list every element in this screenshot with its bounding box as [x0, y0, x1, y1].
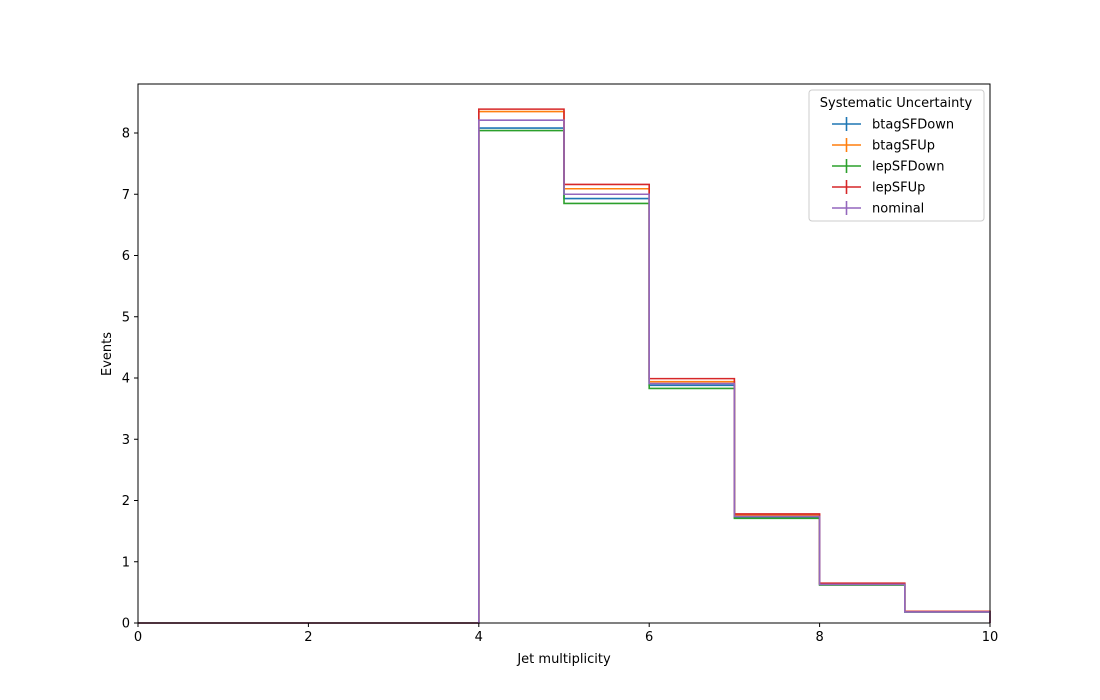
legend-label: lepSFUp — [872, 181, 925, 196]
legend-entry-lepSFUp: lepSFUp — [832, 180, 925, 196]
x-tick-label: 4 — [475, 630, 483, 645]
x-tick-label: 2 — [304, 630, 312, 645]
plot-area-frame — [137, 83, 991, 624]
legend-entries: btagSFDown btagSFUp lepSFDown lepSFUp nomina… — [832, 117, 954, 217]
legend-label: btagSFDown — [872, 118, 954, 133]
legend-label: nominal — [872, 202, 924, 217]
y-tick-label: 8 — [122, 127, 130, 142]
y-tick-label: 3 — [122, 433, 130, 448]
legend: Systematic Uncertainty btagSFDown btagSFU… — [808, 89, 985, 222]
y-tick-label: 5 — [122, 310, 130, 325]
y-tick-label: 1 — [122, 555, 130, 570]
legend-label: lepSFDown — [872, 160, 944, 175]
legend-entry-btagSFUp: btagSFUp — [832, 138, 935, 154]
x-tick-label: 10 — [982, 630, 999, 645]
x-tick-label: 6 — [645, 630, 653, 645]
legend-frame — [808, 89, 985, 222]
legend-entry-lepSFDown: lepSFDown — [832, 159, 944, 175]
x-axis: 0 2 4 6 8 10 — [134, 623, 998, 645]
legend-label: btagSFUp — [872, 139, 935, 154]
y-tick-label: 4 — [122, 372, 130, 387]
x-tick-label: 0 — [134, 630, 142, 645]
y-axis: 0 1 2 3 4 5 6 7 8 — [122, 127, 138, 632]
x-axis-label: Jet multiplicity — [516, 652, 611, 667]
y-tick-label: 2 — [122, 494, 130, 509]
y-axis-label: Events — [100, 332, 115, 376]
x-tick-label: 8 — [815, 630, 823, 645]
y-tick-label: 0 — [122, 617, 130, 632]
legend-entry-btagSFDown: btagSFDown — [832, 117, 954, 133]
legend-title: Systematic Uncertainty — [820, 96, 973, 111]
y-tick-label: 7 — [122, 188, 130, 203]
legend-entry-nominal: nominal — [832, 201, 924, 217]
y-tick-label: 6 — [122, 249, 130, 264]
